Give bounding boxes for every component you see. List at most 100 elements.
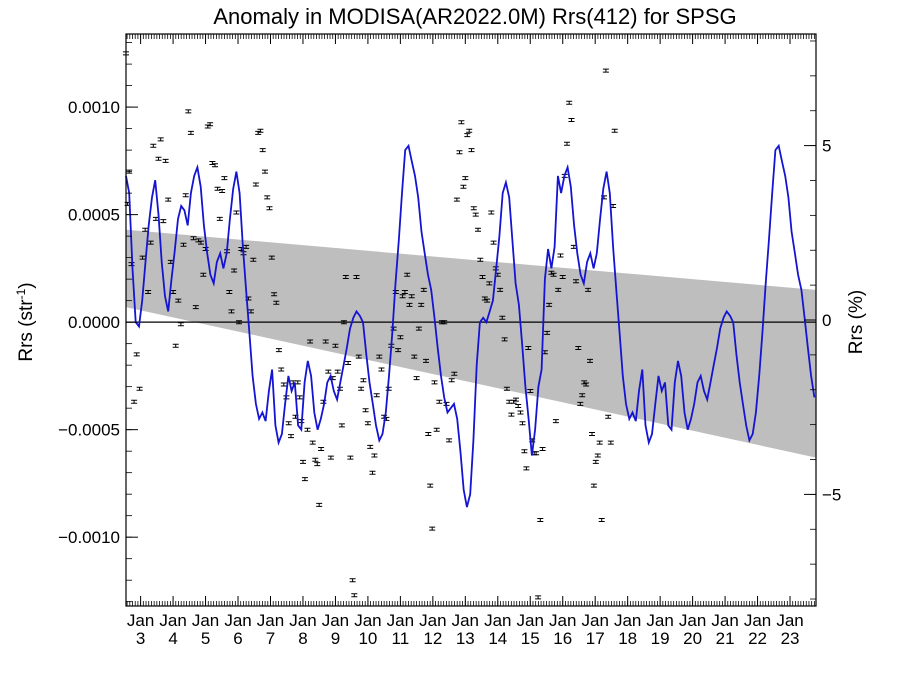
y-tick-label: −0.0010 xyxy=(58,528,120,547)
data-point xyxy=(397,335,404,340)
data-point xyxy=(139,255,146,260)
data-point xyxy=(515,404,522,408)
data-point xyxy=(214,186,221,191)
data-point xyxy=(301,477,308,482)
x-tick-label-year: 4 xyxy=(168,629,177,648)
x-tick-label-month: Jan xyxy=(322,611,349,630)
x-tick-label-month: Jan xyxy=(646,611,673,630)
data-point xyxy=(300,459,306,464)
data-point xyxy=(259,148,266,153)
data-point xyxy=(378,367,385,372)
data-point xyxy=(436,399,443,404)
y2-tick-label: 5 xyxy=(822,137,831,156)
data-point xyxy=(598,518,605,522)
data-point xyxy=(605,414,612,419)
data-point xyxy=(583,382,590,387)
data-point xyxy=(327,455,334,460)
data-point xyxy=(607,440,614,445)
data-point xyxy=(182,193,189,198)
data-point xyxy=(484,298,491,303)
data-point xyxy=(296,395,303,400)
data-point xyxy=(280,382,287,387)
data-point xyxy=(307,339,314,344)
y-axis-label: Rrs (str-1) xyxy=(14,282,37,361)
data-point xyxy=(236,320,242,325)
data-point xyxy=(550,272,557,277)
data-point xyxy=(360,378,367,383)
data-point xyxy=(425,432,432,436)
data-point xyxy=(316,502,323,507)
data-point xyxy=(185,109,192,114)
data-point xyxy=(590,483,597,488)
x-tick-label-year: 17 xyxy=(586,629,605,648)
data-point xyxy=(248,309,254,314)
x-tick-label-month: Jan xyxy=(159,611,186,630)
data-point xyxy=(477,257,484,262)
data-point xyxy=(228,309,235,314)
data-point xyxy=(575,346,582,350)
data-point xyxy=(314,462,321,467)
data-point xyxy=(262,169,268,174)
data-point xyxy=(273,300,280,305)
data-point xyxy=(252,182,259,187)
x-tick-label-year: 15 xyxy=(521,629,540,648)
x-tick-label-month: Jan xyxy=(257,611,284,630)
data-point xyxy=(157,137,164,142)
data-point xyxy=(517,410,524,415)
data-point xyxy=(342,275,349,279)
data-point xyxy=(264,195,271,200)
data-point xyxy=(187,130,194,135)
data-point xyxy=(376,354,383,359)
data-point xyxy=(175,298,182,303)
x-tick-label-month: Jan xyxy=(354,611,381,630)
data-point xyxy=(332,343,339,348)
data-point xyxy=(472,212,479,217)
x-tick-label-year: 23 xyxy=(781,629,800,648)
data-point xyxy=(433,427,440,432)
data-point xyxy=(278,367,285,372)
data-point xyxy=(198,240,204,245)
data-point xyxy=(594,453,601,458)
data-point xyxy=(401,290,408,294)
x-tick-label-year: 3 xyxy=(136,629,145,648)
data-point xyxy=(568,118,575,122)
x-tick-label-year: 7 xyxy=(266,629,275,648)
data-point xyxy=(408,294,415,299)
y2-tick-label: 0 xyxy=(822,311,831,330)
data-point xyxy=(501,337,508,342)
data-point xyxy=(475,227,481,232)
data-point xyxy=(466,128,473,133)
data-point xyxy=(544,330,551,335)
data-point xyxy=(345,361,352,365)
data-point xyxy=(564,141,570,146)
data-point xyxy=(537,518,544,522)
data-point xyxy=(533,451,540,456)
data-point xyxy=(527,389,534,393)
data-point xyxy=(216,216,223,221)
x-tick-label-month: Jan xyxy=(711,611,738,630)
data-point xyxy=(155,156,162,161)
data-point xyxy=(513,397,519,402)
data-point xyxy=(460,184,467,189)
data-point xyxy=(285,421,292,426)
y-tick-label: 0.0010 xyxy=(68,98,120,117)
data-point xyxy=(535,595,542,600)
data-point xyxy=(587,358,593,363)
data-point xyxy=(362,408,369,413)
data-points xyxy=(123,51,618,600)
x-tick-label-month: Jan xyxy=(387,611,414,630)
x-tick-label-year: 22 xyxy=(748,629,767,648)
data-point xyxy=(589,432,595,436)
y-tick-label: −0.0005 xyxy=(58,421,120,440)
data-point xyxy=(351,593,358,598)
data-point xyxy=(413,376,420,381)
data-point xyxy=(448,378,455,383)
x-tick-label-year: 12 xyxy=(423,629,442,648)
data-point xyxy=(212,163,218,168)
data-point xyxy=(427,483,434,488)
data-point xyxy=(288,434,294,439)
x-tick-label-month: Jan xyxy=(744,611,771,630)
data-point xyxy=(566,100,573,105)
data-point xyxy=(231,268,238,273)
data-point xyxy=(371,453,378,458)
